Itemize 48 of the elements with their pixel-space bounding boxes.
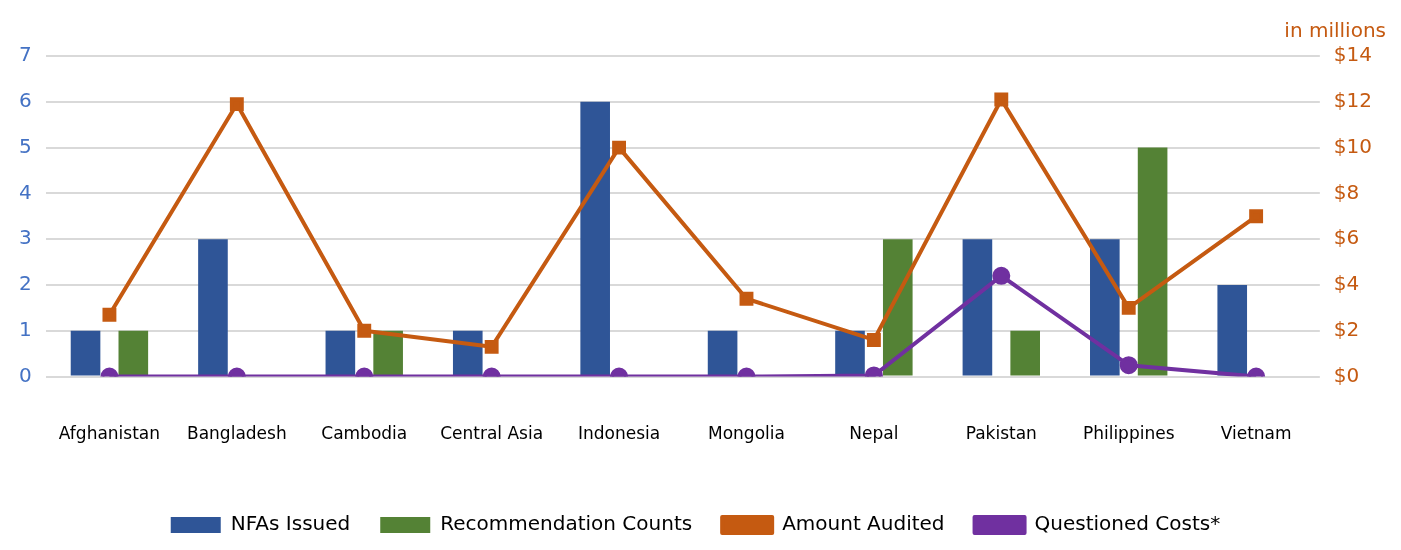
x-tick-label: Central Asia bbox=[440, 423, 544, 444]
point bbox=[229, 97, 244, 112]
y2-tick-label: $6 bbox=[1333, 225, 1360, 250]
bar bbox=[1137, 147, 1168, 376]
bar bbox=[1090, 239, 1120, 376]
bar bbox=[118, 330, 149, 376]
y-tick-label: 3 bbox=[18, 225, 32, 250]
y-tick-label: 4 bbox=[18, 179, 32, 204]
point bbox=[612, 140, 627, 155]
y-tick-label: 5 bbox=[18, 133, 32, 158]
y-tick-label: 0 bbox=[18, 362, 32, 387]
y-tick-label: 7 bbox=[18, 42, 32, 67]
y2-tick-label: $2 bbox=[1333, 317, 1360, 341]
x-tick-label: Pakistan bbox=[965, 423, 1037, 444]
bar bbox=[1217, 285, 1248, 376]
bar bbox=[1010, 330, 1040, 376]
y-tick-label: 1 bbox=[18, 317, 32, 341]
bar bbox=[835, 330, 865, 376]
y2-tick-label: $0 bbox=[1333, 362, 1360, 387]
y2-tick-label: $8 bbox=[1333, 179, 1360, 204]
x-tick-label: Philippines bbox=[1082, 423, 1175, 444]
x-tick-label: Cambodia bbox=[321, 423, 408, 444]
bar bbox=[70, 330, 101, 376]
x-tick-label: Nepal bbox=[849, 423, 899, 444]
bar bbox=[707, 330, 738, 376]
x-tick-label: Indonesia bbox=[577, 423, 661, 444]
legend-label: Amount Audited bbox=[782, 511, 945, 536]
bar bbox=[325, 330, 356, 376]
x-tick-label: Vietnam bbox=[1220, 423, 1292, 444]
legend-label: NFAs Issued bbox=[230, 511, 351, 536]
bar bbox=[198, 239, 228, 376]
bar bbox=[580, 101, 610, 376]
bar bbox=[882, 239, 913, 376]
y2-tick-label: $4 bbox=[1333, 271, 1360, 296]
y2-tick-label: $10 bbox=[1333, 133, 1373, 158]
legend-label: Questioned Costs* bbox=[1034, 511, 1221, 536]
y2-axis-title: in millions bbox=[1284, 18, 1386, 43]
point bbox=[994, 92, 1009, 107]
y-tick-label: 6 bbox=[18, 88, 32, 112]
legend-label: Recommendation Counts bbox=[440, 511, 693, 536]
y2-tick-label: $14 bbox=[1333, 42, 1373, 67]
x-tick-label: Afghanistan bbox=[58, 423, 161, 444]
y-tick-label: 2 bbox=[18, 271, 32, 296]
y2-tick-label: $12 bbox=[1333, 88, 1373, 112]
bar bbox=[962, 239, 993, 376]
x-tick-label: Mongolia bbox=[708, 423, 785, 444]
point bbox=[1249, 209, 1264, 224]
x-tick-label: Bangladesh bbox=[187, 423, 287, 444]
